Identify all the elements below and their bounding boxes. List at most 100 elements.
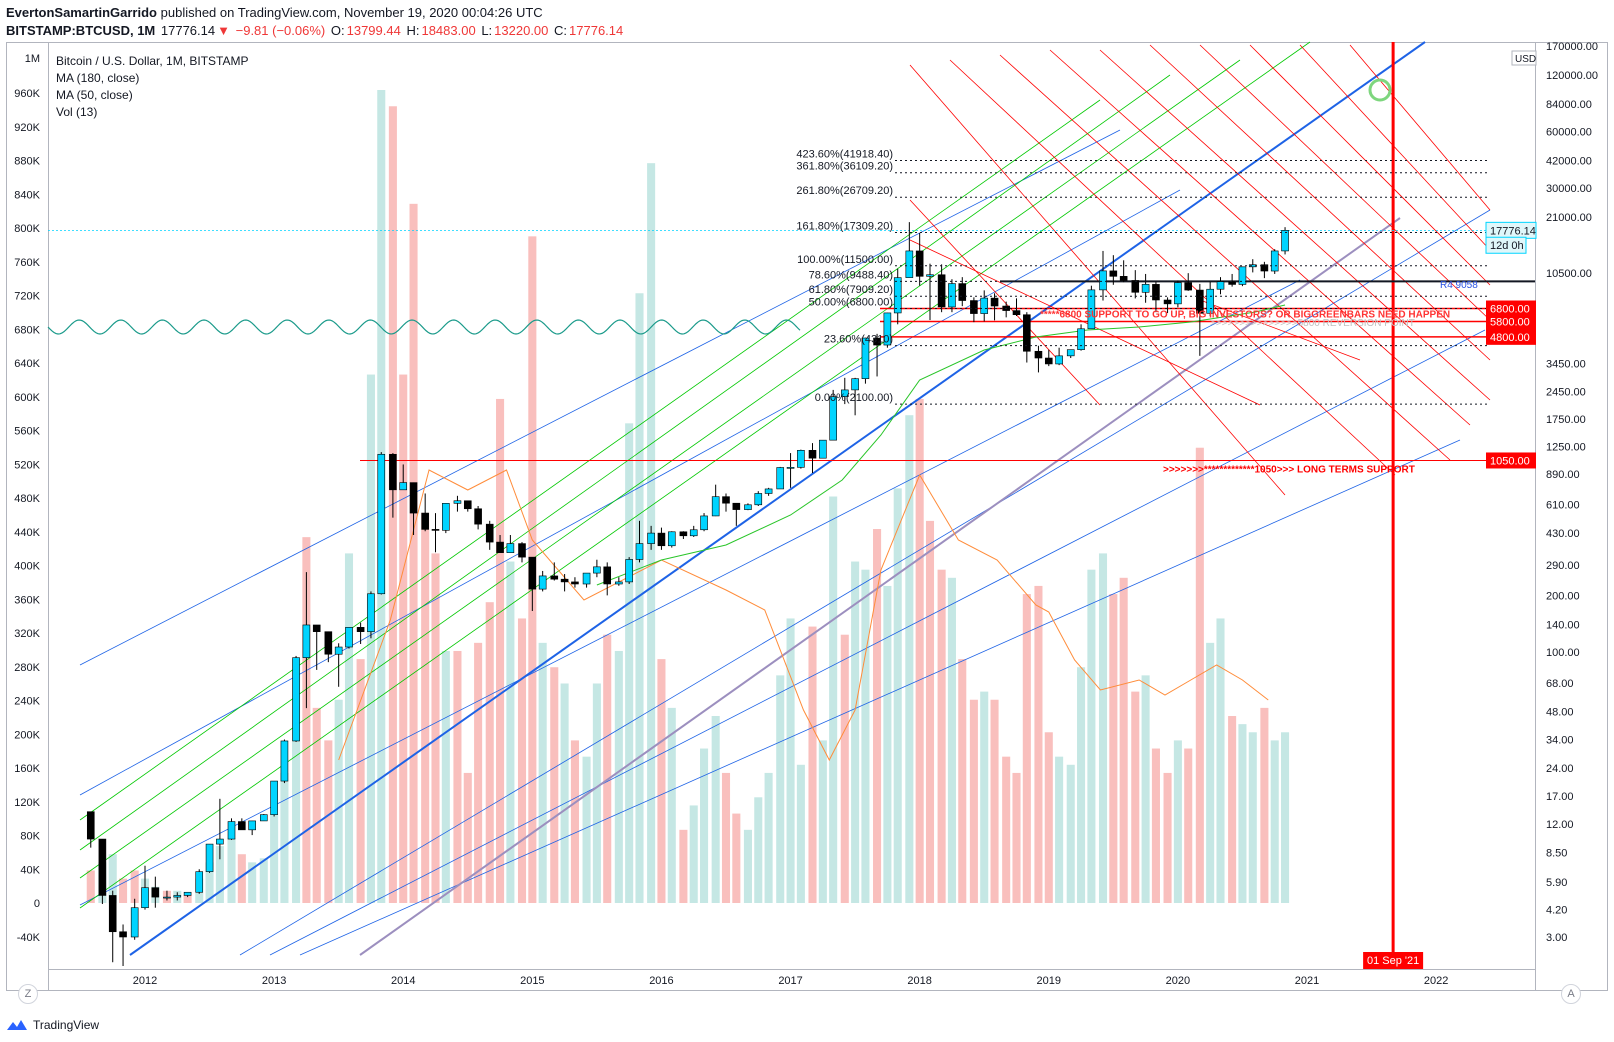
candle-body <box>1034 350 1043 359</box>
volume-bar <box>808 626 817 903</box>
right-axis-tick: 42000.00 <box>1546 155 1592 167</box>
volume-bar <box>1173 740 1182 903</box>
volume-bar <box>657 659 666 903</box>
log-scale-z-button[interactable]: Z <box>18 984 38 1004</box>
date-label: 01 Sep '21 <box>1367 955 1419 967</box>
right-axis-tick: 34.00 <box>1546 735 1574 747</box>
volume-bar <box>570 740 579 903</box>
right-axis-tick: 120000.00 <box>1546 70 1598 82</box>
left-axis-tick: 520K <box>14 459 40 471</box>
time-axis-tick: 2020 <box>1166 975 1190 987</box>
fib-levels: 423.60%(41918.40)361.80%(36109.20) 261.80… <box>796 149 1490 405</box>
candle-body <box>754 493 763 506</box>
volume-bar <box>1098 553 1108 903</box>
volume-bar <box>786 618 795 903</box>
fib-level-label: 23.60%(4310) <box>824 334 893 346</box>
right-axis-tick: 8.50 <box>1546 847 1567 859</box>
candle-body <box>948 283 956 308</box>
red-fan-line <box>1299 44 1491 251</box>
price-label-box <box>1485 236 1527 254</box>
volume-bar <box>776 675 785 903</box>
time-axis-tick: 2021 <box>1295 975 1319 987</box>
volume-bar <box>969 699 978 903</box>
low-label: L: <box>481 23 493 38</box>
right-axis-tick: 17.00 <box>1546 791 1574 803</box>
candle-body <box>615 581 623 585</box>
right-axis-tick: 84000.00 <box>1546 99 1592 111</box>
candle-body <box>915 250 924 277</box>
candle-body <box>238 821 246 831</box>
candle-body <box>108 895 117 933</box>
left-axis-tick: 840K <box>14 189 40 201</box>
volume-bars <box>86 90 1290 904</box>
candle-body <box>431 529 440 531</box>
auto-scale-a-button[interactable]: A <box>1561 984 1581 1004</box>
candle-body <box>937 274 946 308</box>
left-axis-tick: 800K <box>14 223 40 235</box>
volume-bar <box>1044 732 1053 903</box>
candle-body <box>248 820 256 831</box>
volume-bar <box>227 837 236 903</box>
current-price: 17776.14 <box>160 23 216 38</box>
candle-body <box>625 559 633 583</box>
tradingview-logo-icon <box>7 1020 27 1030</box>
volume-bar <box>463 772 472 903</box>
fib-level-label: 423.60%(41918.40) <box>796 149 893 161</box>
volume-bar <box>302 537 311 903</box>
candle-body <box>302 624 311 658</box>
author-name[interactable]: EvertonSamartinGarrido <box>6 5 157 20</box>
volume-bar <box>270 813 279 903</box>
ma180-line <box>338 469 1269 762</box>
red-fan-line <box>909 199 1101 406</box>
candle-body <box>603 566 612 585</box>
candle-body <box>1099 270 1107 291</box>
legend: Bitcoin / U.S. Dollar, 1M, BITSTAMP MA (… <box>56 54 249 119</box>
time-axis-tick: 2017 <box>778 975 802 987</box>
volume-bar <box>700 748 709 903</box>
volume-bar <box>1119 577 1128 903</box>
candle-body <box>1012 310 1021 316</box>
price-change: −9.81 (−0.06%) <box>235 23 326 38</box>
candle-body <box>1238 266 1247 285</box>
candle-body <box>538 575 547 590</box>
candle-body <box>635 543 644 560</box>
volume-bar <box>1281 732 1290 903</box>
volume-bar <box>1109 594 1118 903</box>
left-axis-tick: 560K <box>14 426 40 438</box>
left-axis-tick: 40K <box>20 864 40 876</box>
candle-body <box>86 811 95 840</box>
candle-body <box>356 627 365 632</box>
legend-ma180: MA (180, close) <box>56 71 139 85</box>
right-axis-tick: 21000.00 <box>1546 212 1592 224</box>
volume-bar <box>1163 772 1172 903</box>
volume-bar <box>689 805 698 903</box>
volume-bar <box>130 870 139 903</box>
left-axis-tick: 640K <box>14 358 40 370</box>
candle-body <box>345 627 353 648</box>
left-axis-tick: 440K <box>14 527 40 539</box>
candle-body <box>1087 289 1096 330</box>
volume-bar <box>1228 716 1237 903</box>
candle-body <box>173 895 182 898</box>
left-axis-tick: 880K <box>14 156 40 168</box>
open-label: O: <box>330 23 345 38</box>
candle-body <box>453 500 462 504</box>
candle-body <box>667 531 676 547</box>
candle-body <box>582 572 591 585</box>
volume-bar <box>344 553 354 903</box>
volume-bar <box>732 813 741 903</box>
legend-ma50: MA (50, close) <box>56 88 133 102</box>
left-axis-tick: 400K <box>14 561 40 573</box>
blue-channel-line <box>129 41 1426 956</box>
candle-body <box>647 532 655 544</box>
right-axis-tick: 3450.00 <box>1546 359 1586 371</box>
r4-label: R4 9058 <box>1440 280 1478 291</box>
left-axis-tick: 240K <box>14 696 40 708</box>
volume-bar <box>485 602 494 903</box>
candle-body <box>377 453 386 595</box>
target-circle-icon <box>1368 78 1392 102</box>
candle-body <box>280 740 289 782</box>
right-axis-tick: 3.00 <box>1546 932 1567 944</box>
volume-bar <box>86 870 95 903</box>
